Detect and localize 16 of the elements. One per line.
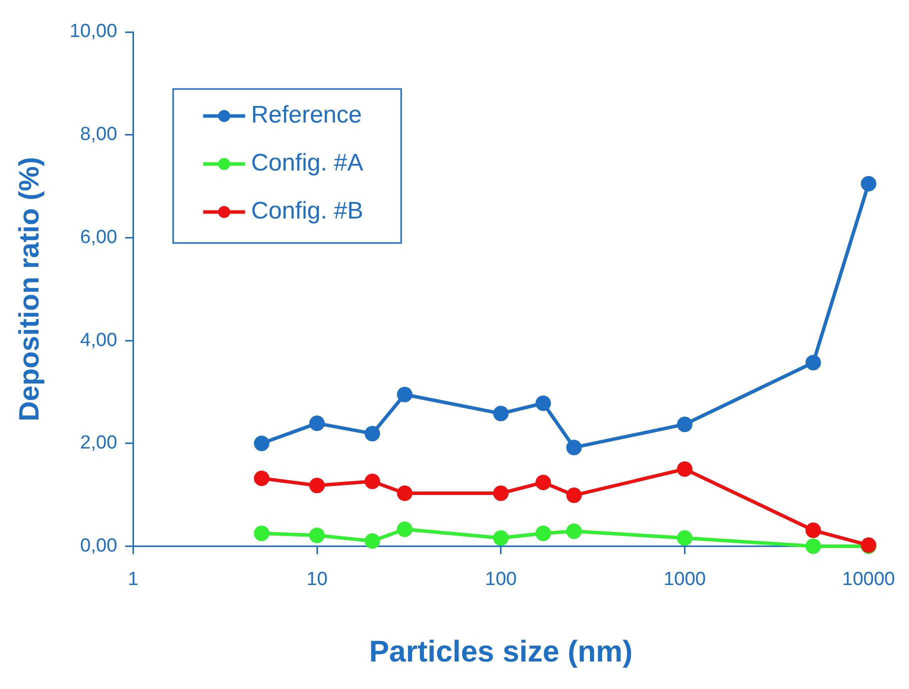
x-tick-label: 10000 [842, 568, 896, 590]
x-tick-label: 1000 [664, 568, 706, 590]
x-tick-label: 1 [128, 568, 138, 590]
y-tick-label: 6,00 [80, 226, 118, 248]
x-tick-label: 100 [485, 568, 517, 590]
y-tick-label: 8,00 [80, 124, 118, 146]
y-tick-label: 4,00 [80, 330, 118, 351]
y-tick-label: 10,00 [70, 21, 118, 42]
y-tick-label: 0,00 [80, 535, 118, 556]
legend-label: Config. #A [251, 150, 364, 177]
x-axis-title: Particles size (nm) [369, 635, 633, 668]
x-tick-label: 10 [306, 568, 328, 590]
y-tick-label: 2,00 [80, 432, 118, 454]
y-axis-title: Deposition ratio (%) [14, 156, 45, 422]
legend-label: Config. #B [251, 198, 364, 225]
legend-label: Reference [251, 102, 362, 129]
